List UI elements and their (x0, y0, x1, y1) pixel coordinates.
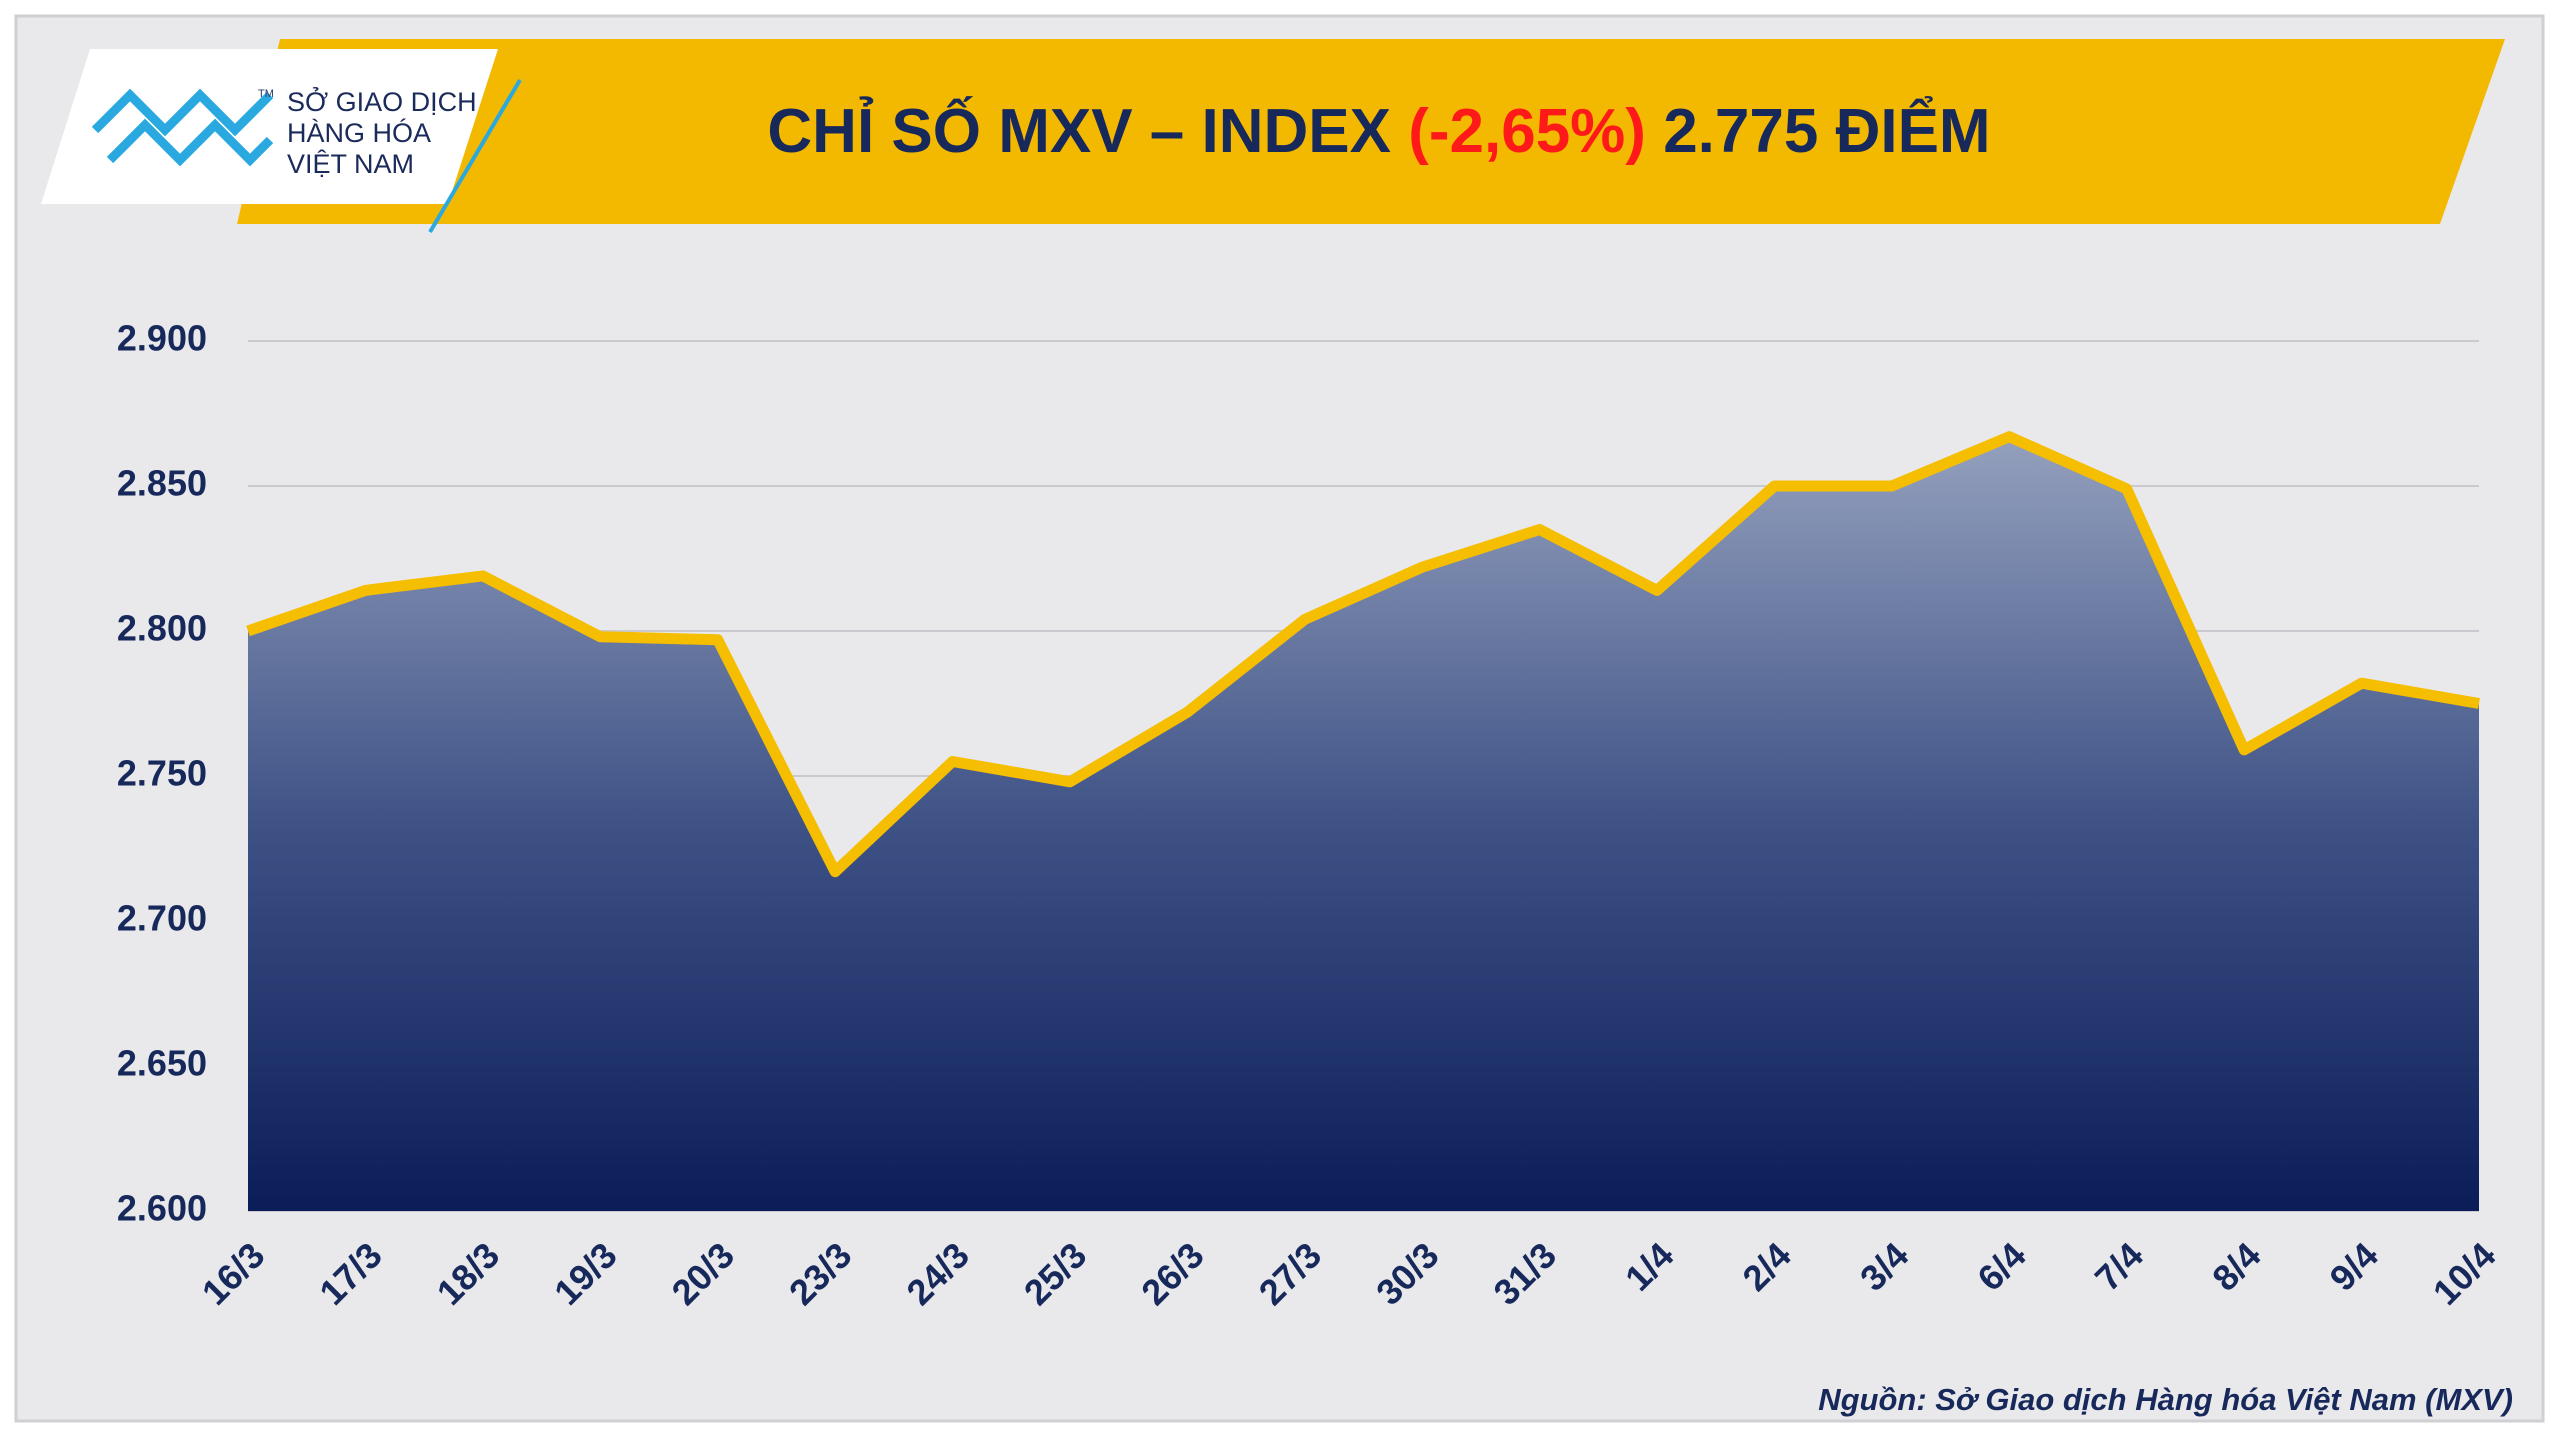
title-value: 2.775 ĐIỂM (1663, 97, 1990, 166)
logo-icon (91, 88, 274, 167)
chart-title: CHỈ SỐ MXV – INDEX (-2,65%) 2.775 ĐIỂM (767, 97, 1990, 166)
line (246, 431, 2480, 878)
logo-text: HÀNG HÓA (287, 117, 431, 148)
area (248, 436, 2479, 1211)
logo-accent (428, 78, 522, 234)
y-tick-label: 2.800 (117, 608, 207, 649)
logo-trademark: TM (258, 88, 274, 100)
logo-text: VIỆT NAM (287, 148, 414, 179)
y-tick-label: 2.900 (117, 318, 207, 359)
header-banner (237, 39, 2505, 224)
y-tick-label: 2.700 (117, 898, 207, 939)
title-text: CHỈ SỐ MXV – INDEX (767, 97, 1391, 166)
y-tick-label: 2.750 (117, 753, 207, 794)
y-tick-label: 2.600 (117, 1188, 207, 1229)
logo-box (41, 49, 498, 204)
source-note: Nguồn: Sở Giao dịch Hàng hóa Việt Nam (M… (1818, 1382, 2513, 1417)
y-tick-label: 2.650 (117, 1043, 207, 1084)
y-tick-label: 2.850 (117, 463, 207, 504)
logo-text: SỞ GIAO DỊCH (287, 85, 477, 117)
title-change: (-2,65%) (1408, 97, 1646, 166)
